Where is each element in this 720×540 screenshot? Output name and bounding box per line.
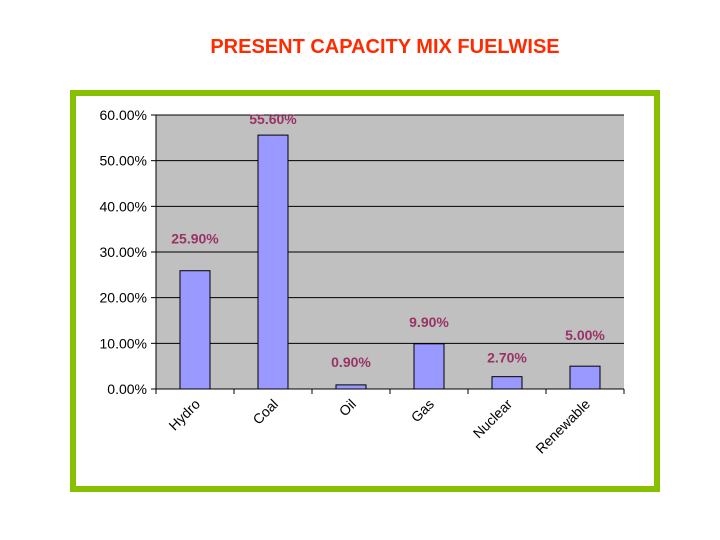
y-tick-label: 40.00% <box>100 198 147 214</box>
data-label-nuclear: 2.70% <box>487 350 527 366</box>
y-tick-label: 60.00% <box>100 107 147 123</box>
x-tick-label-oil: Oil <box>336 396 359 419</box>
bar-oil <box>335 384 367 390</box>
bar-nuclear <box>491 376 523 390</box>
bar-coal <box>257 134 289 390</box>
y-tick-label: 20.00% <box>100 290 147 306</box>
x-tick-label-coal: Coal <box>249 396 281 428</box>
x-tick-label-gas: Gas <box>408 396 437 425</box>
y-tick-label: 50.00% <box>100 153 147 169</box>
data-label-gas: 9.90% <box>409 314 449 330</box>
data-label-hydro: 25.90% <box>171 231 219 247</box>
data-label-renewable: 5.00% <box>565 327 605 343</box>
bar-hydro <box>179 270 211 390</box>
y-tick-label: 30.00% <box>100 244 147 260</box>
x-tick-label-nuclear: Nuclear <box>470 396 516 442</box>
bar-renewable <box>569 365 601 390</box>
y-tick-label: 0.00% <box>107 381 147 397</box>
bar-gas <box>413 343 445 390</box>
x-tick-label-renewable: Renewable <box>532 396 593 457</box>
x-tick-label-hydro: Hydro <box>165 396 203 434</box>
y-tick-label: 10.00% <box>100 335 147 351</box>
chart-title: PRESENT CAPACITY MIX FUELWISE <box>210 36 560 58</box>
data-label-coal: 55.60% <box>249 111 297 127</box>
data-label-oil: 0.90% <box>331 354 371 370</box>
